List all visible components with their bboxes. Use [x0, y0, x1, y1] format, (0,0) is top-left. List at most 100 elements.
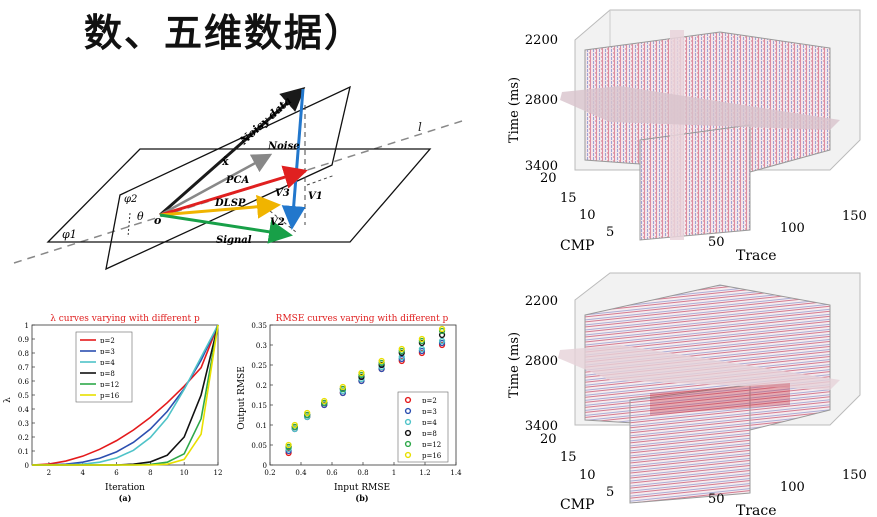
chart-b-point [438, 339, 446, 347]
seismic-top-trace-50: 50 [708, 235, 725, 250]
seismic-bottom-cmp-20: 20 [540, 432, 557, 447]
cube2-strong-event [650, 383, 790, 415]
chart-b-point [418, 347, 426, 355]
label-dlsp: DLSP [214, 198, 246, 209]
chart-b-ytick-label: 0.3 [256, 342, 267, 350]
chart-a-xtick-label: 4 [80, 469, 85, 477]
label-v3: V3 [275, 188, 290, 199]
chart-b-legend-bg [398, 436, 448, 447]
chart-b-point [398, 353, 405, 361]
chart-b-point [398, 345, 405, 353]
seismic-top-trace-100: 100 [780, 221, 805, 236]
seismic-top-cmp-10: 10 [579, 208, 596, 223]
chart-b-point [304, 411, 311, 419]
chart-b-ytick-label: 0.25 [251, 362, 267, 370]
chart-a-ytick-label: 0 [25, 462, 29, 470]
chart-b-point [304, 413, 311, 421]
seismic-top-cmp-label: CMP [560, 238, 594, 254]
chart-b-point [358, 377, 365, 385]
chart-b-legend-swatch [404, 451, 412, 459]
chart-a-ytick-label: 0.5 [18, 392, 29, 400]
chart-a-legend-label: p=12 [100, 381, 119, 389]
chart-b-point [418, 345, 426, 353]
chart-b-point [398, 347, 405, 355]
chart-b-point [321, 399, 328, 407]
cube2-front-face [629, 384, 751, 504]
chart-b-point [291, 423, 298, 431]
chart-b-point [339, 385, 346, 393]
chart-b-legend-label: p=8 [422, 430, 437, 438]
seismic-bottom-tick-2200: 2200 [525, 294, 558, 309]
chart-a-legend-box [75, 331, 133, 403]
chart-a-xtick-label: 8 [148, 469, 152, 477]
chart-a-xtick-label: 12 [214, 469, 223, 477]
chart-b-point [339, 383, 346, 391]
chart-b-title: RMSE curves varying with different p [276, 314, 449, 324]
seismic-bottom-trace-150: 150 [842, 468, 867, 483]
label-origin: o [154, 214, 161, 227]
chart-b-point [321, 401, 328, 409]
chart-b-point [285, 447, 292, 455]
chart-b-legend-label: p=16 [422, 452, 442, 460]
seismic-top-trace-label: Trace [736, 248, 777, 262]
label-x-hat: x̂ [222, 155, 229, 168]
chart-b-ytick-label: 0.35 [251, 322, 267, 330]
chart-b-ytick-label: 0.05 [251, 442, 267, 450]
chart-a-ytick-label: 0.1 [18, 448, 29, 456]
seismic-bottom-cmp-10: 10 [579, 468, 596, 483]
chart-a-ytick-label: 0.7 [18, 364, 29, 372]
label-pca: PCA [225, 175, 249, 186]
chart-a-xtick-label: 6 [114, 469, 119, 477]
seismic-top-tick-2800: 2800 [525, 93, 558, 108]
chart-a-legend-label: p=4 [100, 359, 115, 367]
chart-b-xtick-label: 1.4 [450, 469, 462, 477]
chart-a-legend-bg [76, 332, 132, 343]
chart-b-point [438, 325, 446, 333]
seismic-bottom-trace-label: Trace [736, 503, 777, 517]
chart-b-xlabel: Input RMSE [334, 483, 390, 493]
chart-b-point [358, 373, 365, 381]
chart-b-point [438, 341, 446, 349]
chart-b-point [378, 361, 385, 369]
chart-a-xtick-label: 2 [47, 469, 51, 477]
seismic-bottom-cmp-15: 15 [560, 450, 577, 465]
seismic-top-cmp-5: 5 [606, 225, 614, 240]
chart-b-point [339, 389, 346, 397]
chart-b-xtick-label: 1 [392, 469, 396, 477]
chart-a-legend-label: p=16 [100, 392, 120, 400]
chart-b-legend-swatch [404, 396, 412, 404]
chart-b-point [358, 375, 365, 383]
chart-b-point [304, 409, 311, 417]
chart-b-legend-swatch [404, 440, 412, 448]
chart-b-legend-box [397, 391, 449, 463]
chart-b-point [291, 425, 298, 433]
chart-b-point [358, 371, 365, 379]
seismic-top-trace-150: 150 [842, 209, 867, 224]
chart-a-series-line [32, 324, 219, 466]
chart-b-legend-swatch [404, 418, 412, 426]
chart-a-ytick-label: 0.9 [18, 336, 29, 344]
seismic-bottom-trace-100: 100 [780, 480, 805, 495]
cube-front-face [639, 124, 751, 241]
seismic-cube-noisy: Time (ms) 2200 2800 3400 20 15 10 5 CMP … [507, 9, 867, 262]
chart-a-legend-bg [76, 376, 132, 387]
chart-a-ytick-label: 1 [25, 322, 29, 330]
label-noise: Noise [267, 141, 300, 152]
chart-b-point [285, 443, 292, 451]
chart-a-legend-bg [76, 387, 132, 398]
chart-b-point [285, 445, 292, 453]
chart-b-xtick-label: 1.2 [419, 469, 430, 477]
chart-b-legend-label: p=4 [422, 419, 437, 427]
seismic-bottom-trace-50: 50 [708, 492, 725, 507]
seismic-top-tick-3400: 3400 [525, 159, 558, 174]
chart-b-ylabel: Output RMSE [237, 366, 247, 430]
seismic-bottom-cmp-label: CMP [560, 497, 594, 513]
chart-b-ytick-label: 0.15 [251, 402, 267, 410]
chart-a-title: λ curves varying with different p [50, 314, 200, 324]
chart-a-ytick-label: 0.3 [18, 420, 29, 428]
chart-b-legend-bg [398, 425, 448, 436]
chart-b-legend-bg [398, 447, 448, 458]
chart-b-point [398, 355, 405, 363]
chart-a-ytick-label: 0.4 [18, 406, 30, 414]
chart-b-xtick-label: 0.2 [264, 469, 275, 477]
